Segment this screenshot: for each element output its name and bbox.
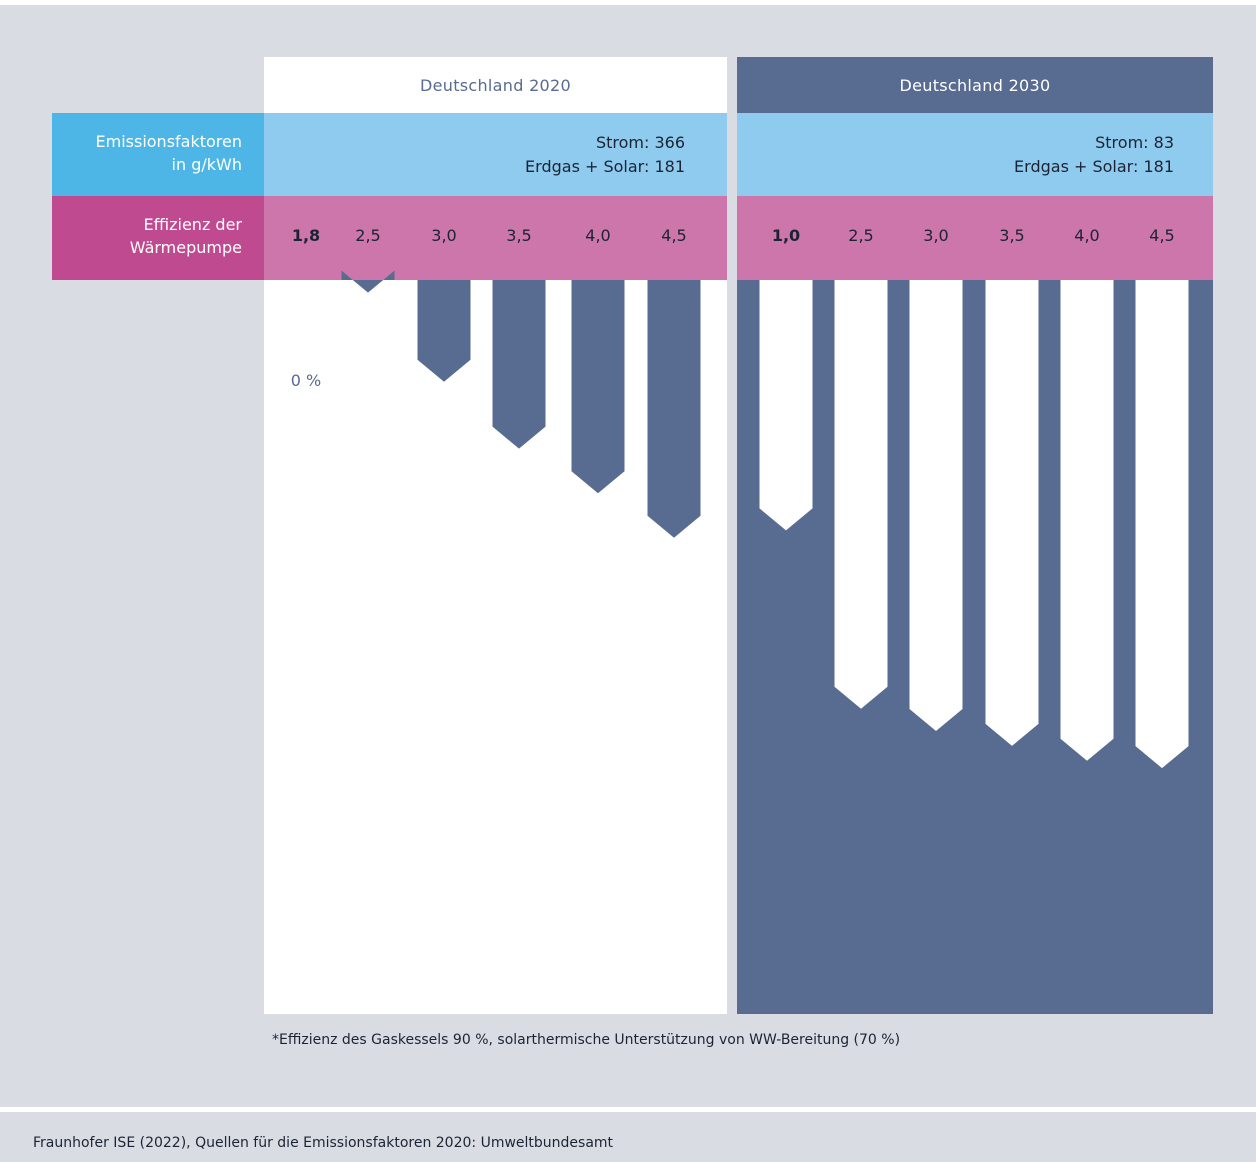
bar-2030-4 <box>1060 280 1114 761</box>
bar-2030-1 <box>834 280 888 709</box>
emission-row-label-line2: in g/kWh <box>171 155 242 174</box>
emission-2020-strom: Strom: 366 <box>595 133 685 152</box>
bar-2030-5 <box>1135 280 1189 769</box>
emission-band-2030 <box>737 113 1213 196</box>
bar-2020-1 <box>341 270 395 293</box>
efficiency-value-2020-4: 4,0 <box>585 226 611 245</box>
bar-2020-4 <box>571 280 625 494</box>
top-divider <box>0 0 1256 5</box>
source-divider <box>0 1107 1256 1112</box>
emission-values-2030: Strom: 83 Erdgas + Solar: 181 <box>874 131 1174 179</box>
source-note: Fraunhofer ISE (2022), Quellen für die E… <box>33 1135 614 1151</box>
emission-row-label-line1: Emissionsfaktoren <box>95 132 243 151</box>
efficiency-band-2020 <box>264 196 727 280</box>
emission-2030-erdgas-solar: Erdgas + Solar: 181 <box>1014 157 1174 176</box>
bar-2020-3 <box>492 280 546 449</box>
bar-2030-3 <box>985 280 1039 746</box>
efficiency-value-2020-3: 3,5 <box>506 226 532 245</box>
efficiency-value-2030-2: 3,0 <box>923 226 949 245</box>
efficiency-band-2030 <box>737 196 1213 280</box>
emission-row-label: Emissionsfaktoren in g/kWh <box>52 130 243 176</box>
efficiency-value-2020-2: 3,0 <box>431 226 457 245</box>
emission-2030-strom: Strom: 83 <box>1095 133 1174 152</box>
efficiency-row-label-line2: Wärmepumpe <box>129 238 242 257</box>
efficiency-label-band <box>52 196 264 280</box>
efficiency-value-2020-1: 2,5 <box>355 226 381 245</box>
data-label-2020-1: 27 % <box>347 371 389 390</box>
emission-band-2020 <box>264 113 727 196</box>
data-label-2020-0: 0 % <box>290 371 322 390</box>
efficiency-row-label: Effizienz der Wärmepumpe <box>52 213 242 259</box>
emission-2020-erdgas-solar: Erdgas + Solar: 181 <box>525 157 685 176</box>
bar-2020-2 <box>417 280 471 382</box>
bar-2030-0 <box>759 280 813 531</box>
efficiency-value-2020-5: 4,5 <box>661 226 687 245</box>
efficiency-value-2030-3: 3,5 <box>999 226 1025 245</box>
panel-title-2030: Deutschland 2030 <box>899 75 1051 95</box>
footnote: *Effizienz des Gaskessels 90 %, solarthe… <box>272 1032 901 1048</box>
panel-title-2020: Deutschland 2020 <box>419 75 571 95</box>
efficiency-row-label-line1: Effizienz der <box>143 215 242 234</box>
emission-label-band <box>52 113 264 196</box>
bar-2030-2 <box>909 280 963 731</box>
efficiency-value-2030-5: 4,5 <box>1149 226 1175 245</box>
bar-2020-5 <box>647 280 701 538</box>
efficiency-value-2030-0: 1,0 <box>771 226 801 245</box>
efficiency-value-2030-1: 2,5 <box>848 226 874 245</box>
efficiency-value-2030-4: 4,0 <box>1074 226 1100 245</box>
efficiency-value-2020-0: 1,8 <box>291 226 321 245</box>
emission-values-2020: Strom: 366 Erdgas + Solar: 181 <box>385 131 685 179</box>
